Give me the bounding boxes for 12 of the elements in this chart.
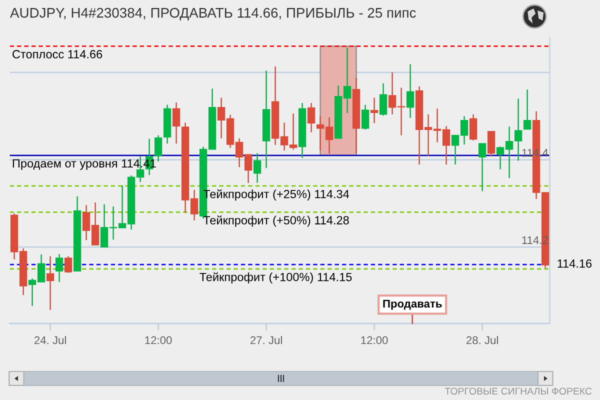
chart-title: AUDJPY, H4#230384, ПРОДАВАТЬ 114.66, ПРИБЫЛЬ - 25 пипс [10, 8, 416, 20]
x-tick-label: 24. Jul [34, 336, 66, 344]
text: ТОРГОВЫЕ СИГНАЛЫ ФОРЕКС [444, 388, 592, 395]
x-tick-label: 12:00 [145, 336, 172, 344]
x-tick-label: 28. Jul [466, 336, 498, 344]
x-tick-label: 27. Jul [250, 336, 282, 344]
ref-line-label: Стоплосс 114.66 [12, 50, 102, 58]
ref-line-label: Тейкпрофит (+50%) 114.28 [203, 216, 349, 227]
ref-line-label: 114.16 [558, 259, 592, 268]
annotation: Продавать [383, 300, 442, 310]
x-tick-label: 12:00 [361, 336, 388, 344]
ref-line-label: Тейкпрофит (+100%) 114.15 [200, 272, 352, 284]
